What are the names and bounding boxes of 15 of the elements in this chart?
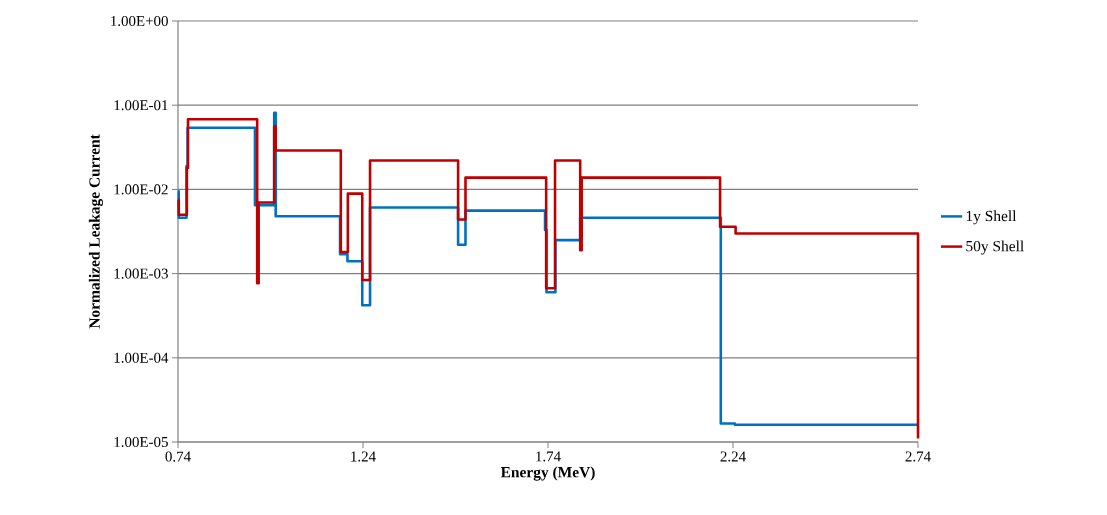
x-tick-label: 1.74	[536, 451, 561, 462]
y-axis-title: Normalized Leakage Current	[88, 134, 103, 329]
x-tick-label: 0.74	[165, 451, 191, 462]
x-axis-title: Energy (MeV)	[500, 466, 595, 481]
legend-label: 1y Shell	[966, 210, 1017, 225]
y-tick-label: 1.00E-04	[114, 352, 169, 363]
y-tick-label: 1.00E-05	[114, 436, 168, 448]
x-tick-label: 1.24	[351, 451, 376, 462]
y-tick-label: 1.00E-03	[114, 268, 168, 279]
x-tick-label: 2.74	[905, 451, 931, 462]
y-tick-label: 1.00E-02	[114, 184, 168, 195]
y-tick-label: 1.00E+00	[111, 15, 168, 27]
x-tick-label: 2.24	[720, 451, 746, 462]
y-tick-label: 1.00E-01	[114, 100, 168, 111]
legend-label: 50y Shell	[966, 240, 1024, 255]
